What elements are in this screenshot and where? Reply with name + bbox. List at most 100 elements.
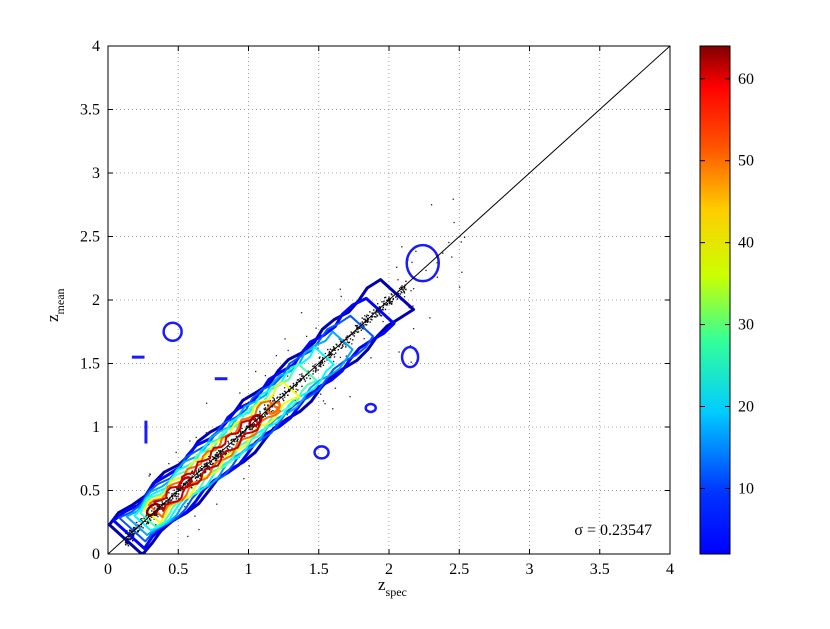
scatter-point — [147, 522, 150, 525]
scatter-point — [203, 463, 206, 465]
scatter-point — [271, 405, 273, 408]
scatter-point — [191, 487, 193, 489]
scatter-outlier — [382, 320, 384, 323]
scatter-point — [383, 302, 385, 304]
scatter-point — [129, 529, 132, 532]
scatter-outlier — [205, 402, 208, 404]
scatter-point — [208, 460, 211, 462]
scatter-point — [392, 298, 394, 301]
x-tick-label: 4 — [666, 561, 674, 578]
scatter-point — [382, 306, 385, 309]
scatter-outlier — [187, 535, 189, 538]
scatter-outlier — [305, 335, 308, 338]
scatter-point — [276, 397, 278, 399]
scatter-point — [379, 306, 381, 308]
scatter-point — [359, 327, 361, 329]
scatter-point — [360, 326, 363, 329]
scatter-point — [173, 492, 175, 495]
scatter-point — [318, 357, 321, 359]
scatter-point — [399, 293, 402, 295]
scatter-point — [243, 435, 246, 438]
scatter-point — [396, 298, 399, 300]
scatter-outlier — [157, 515, 159, 518]
scatter-point — [371, 312, 373, 314]
scatter-point — [329, 348, 332, 351]
scatter-point — [375, 316, 377, 318]
scatter-outlier — [410, 290, 412, 292]
scatter-point — [141, 520, 143, 522]
scatter-point — [132, 528, 135, 530]
scatter-point — [132, 532, 134, 534]
scatter-point — [388, 298, 390, 300]
scatter-point — [292, 388, 295, 390]
scatter-point — [273, 398, 276, 400]
scatter-point — [142, 527, 144, 529]
scatter-point — [206, 461, 208, 464]
scatter-point — [224, 454, 226, 456]
scatter-point — [195, 476, 197, 478]
one-to-one-line — [108, 46, 670, 554]
scatter-outlier — [452, 198, 454, 200]
scatter-outlier — [194, 515, 196, 517]
scatter-point — [129, 531, 131, 533]
scatter-outlier — [376, 303, 379, 305]
scatter-point — [330, 354, 333, 356]
density-peak — [145, 502, 161, 517]
scatter-point — [236, 439, 239, 442]
scatter-point — [177, 495, 179, 497]
scatter-point — [196, 474, 199, 476]
scatter-point — [147, 515, 150, 518]
scatter-outlier — [442, 252, 444, 254]
scatter-point — [353, 335, 356, 337]
isolated-contour — [364, 402, 377, 414]
scatter-outlier — [227, 445, 229, 447]
scatter-point — [384, 296, 387, 299]
scatter-point — [197, 475, 200, 477]
scatter-point — [264, 407, 267, 409]
scatter-point — [279, 393, 281, 396]
scatter-point — [132, 526, 135, 529]
scatter-point — [376, 311, 378, 313]
scatter-point — [328, 351, 330, 354]
isolated-contour — [162, 321, 183, 342]
scatter-point — [161, 505, 163, 507]
scatter-point — [366, 320, 368, 323]
scatter-point — [132, 534, 134, 537]
scatter-point — [262, 416, 265, 418]
scatter-point — [186, 483, 189, 486]
scatter-outlier — [429, 317, 431, 319]
scatter-point — [403, 290, 405, 293]
scatter-point — [340, 347, 342, 349]
scatter-point — [366, 314, 368, 316]
scatter-point — [296, 383, 298, 385]
scatter-outlier — [155, 524, 157, 526]
scatter-point — [132, 540, 134, 542]
scatter-point — [145, 515, 147, 518]
scatter-point — [307, 370, 309, 372]
y-tick-label: 1 — [92, 419, 100, 436]
scatter-point — [244, 430, 246, 432]
scatter-point — [239, 431, 242, 433]
scatter-point — [219, 450, 222, 452]
scatter-point — [282, 393, 285, 395]
scatter-point — [178, 489, 180, 491]
scatter-point — [295, 391, 297, 393]
isolated-contour — [313, 445, 330, 460]
scatter-point — [392, 297, 395, 300]
scatter-point — [273, 399, 276, 402]
scatter-point — [171, 493, 173, 495]
scatter-point — [380, 315, 383, 317]
scatter-point — [331, 349, 333, 351]
scatter-point — [270, 410, 273, 413]
scatter-point — [230, 442, 233, 444]
scatter-point — [201, 469, 203, 471]
scatter-point — [187, 479, 189, 482]
sigma-annotation: σ = 0.23547 — [574, 522, 652, 539]
scatter-point — [296, 379, 299, 381]
scatter-point — [378, 313, 381, 315]
x-tick-label: 0.5 — [168, 561, 188, 578]
scatter-point — [259, 412, 261, 415]
scatter-point — [201, 465, 203, 468]
colorbar-tick-label: 10 — [738, 480, 754, 497]
